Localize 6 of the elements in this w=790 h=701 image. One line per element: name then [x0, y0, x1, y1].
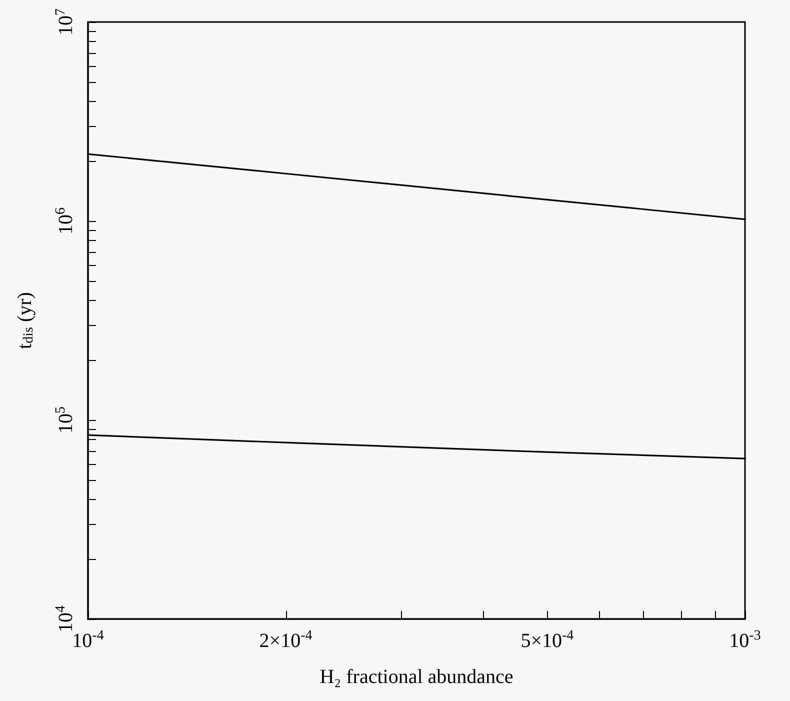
y-tick-label: 106 [54, 208, 77, 234]
x-axis-title: H₂ fractional abundance [320, 666, 514, 688]
y-tick-label: 107 [54, 8, 77, 36]
y-tick-label: 104 [54, 606, 77, 632]
y-tick-label: 105 [54, 406, 77, 434]
y-axis-title: tdis (yr) [14, 292, 36, 349]
